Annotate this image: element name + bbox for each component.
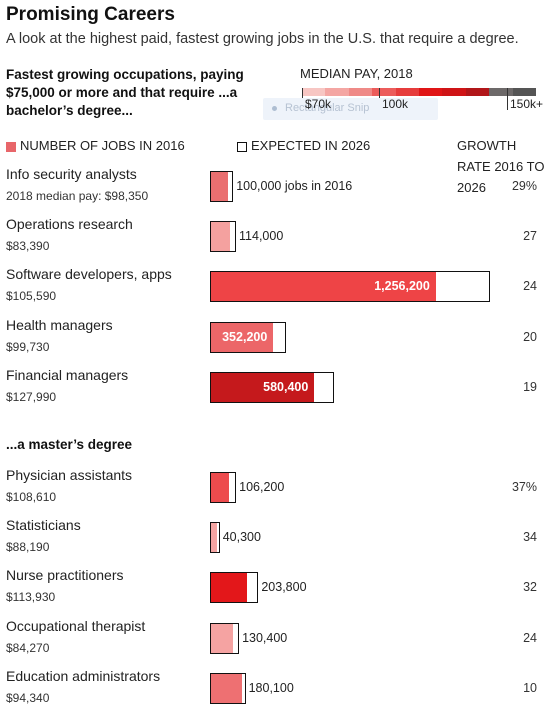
median-pay: $113,930: [6, 590, 56, 604]
bar-jobs-2016: [211, 473, 230, 502]
bar-jobs-2016: [211, 573, 247, 602]
jobs-label: 130,400: [242, 631, 288, 645]
bar-jobs-2016: [211, 272, 436, 301]
legend-swatch-2016: [6, 142, 16, 152]
pay-tick-label-100k: 100k: [382, 97, 409, 111]
occupation-name: Nurse practitioners: [6, 567, 124, 583]
jobs-label: 580,400: [263, 380, 309, 394]
occupation-name: Health managers: [6, 317, 113, 333]
pay-scale-segment: [465, 88, 490, 96]
jobs-label: 114,000: [239, 229, 284, 243]
tooltip-text: Rectangular Snip: [285, 102, 370, 114]
bar-jobs-2016: [211, 373, 315, 402]
median-pay: $108,610: [6, 490, 57, 504]
legend-swatch-2026: [237, 142, 247, 152]
jobs-label: 203,800: [261, 580, 307, 594]
pay-scale-segment: [348, 88, 373, 96]
growth-rate: 24: [523, 279, 537, 293]
bar-jobs-2016: [211, 624, 234, 653]
masters-subhead: ...a master’s degree: [6, 437, 133, 452]
growth-rate: 10: [523, 681, 537, 695]
pay-tick-label-70k: $70k: [305, 97, 332, 111]
pay-scale-segment: [512, 88, 537, 96]
jobs-label: 106,200: [239, 480, 285, 494]
bar-jobs-2016: [211, 674, 243, 703]
occupation-name: Education administrators: [6, 668, 161, 684]
pay-scale-segment: [419, 88, 443, 96]
pay-scale-segment: [395, 88, 420, 96]
growth-rate: 29%: [511, 179, 537, 193]
jobs-label: 352,200: [222, 330, 268, 344]
pay-scale-segment: [372, 88, 396, 96]
median-pay: $94,340: [6, 691, 50, 705]
pay-legend-title: MEDIAN PAY, 2018: [300, 66, 413, 81]
jobs-label: 1,256,200: [374, 279, 430, 293]
pay-tick-150k: [507, 88, 508, 110]
growth-rate: 37%: [511, 480, 537, 494]
occupation-name: Statisticians: [6, 517, 81, 533]
occupation-name: Software developers, apps: [6, 266, 172, 282]
pay-scale-segment: [325, 88, 349, 96]
tooltip-dot-icon: [272, 106, 277, 111]
bachelors-subhead: Fastest growing occupations, paying $75,…: [6, 67, 244, 118]
bar-jobs-2016: [211, 222, 231, 251]
chart-subtitle: A look at the highest paid, fastest grow…: [6, 31, 519, 47]
jobs-label: 40,300: [222, 530, 261, 544]
median-pay: 2018 median pay: $98,350: [6, 189, 149, 203]
growth-rate: 32: [523, 580, 537, 594]
growth-rate: 24: [523, 631, 537, 645]
jobs-label: 100,000 jobs in 2016: [236, 179, 353, 193]
growth-rate: 34: [523, 530, 537, 544]
bar-jobs-2016: [211, 523, 218, 552]
bar-jobs-2016: [211, 323, 274, 352]
jobs-label: 180,100: [248, 681, 294, 695]
median-pay: $84,270: [6, 641, 50, 655]
occupation-name: Info security analysts: [6, 166, 137, 182]
pay-scale-segment: [302, 88, 326, 96]
occupation-name: Financial managers: [6, 367, 129, 383]
snip-tooltip: Rectangular Snip: [263, 98, 438, 120]
occupation-name: Occupational therapist: [6, 618, 146, 634]
pay-tick-label-150k: 150k+: [510, 97, 544, 111]
pay-scale-segment: [442, 88, 466, 96]
pay-color-scale: [302, 88, 537, 96]
bar-jobs-2016: [211, 172, 228, 201]
median-pay: $105,590: [6, 289, 57, 303]
growth-rate: 20: [523, 330, 537, 344]
growth-rate-header: GROWTH RATE 2016 TO 2026: [457, 138, 545, 195]
legend-label-2026: EXPECTED IN 2026: [251, 138, 371, 153]
median-pay: $127,990: [6, 390, 57, 404]
growth-rate: 27: [523, 229, 537, 243]
median-pay: $83,390: [6, 239, 50, 253]
median-pay: $99,730: [6, 340, 50, 354]
occupation-name: Operations research: [6, 216, 133, 232]
chart-title: Promising Careers: [6, 4, 175, 25]
growth-rate: 19: [523, 380, 537, 394]
pay-scale-segment: [489, 88, 513, 96]
legend-label-2016: NUMBER OF JOBS IN 2016: [20, 138, 185, 153]
occupation-name: Physician assistants: [6, 467, 133, 483]
median-pay: $88,190: [6, 540, 50, 554]
